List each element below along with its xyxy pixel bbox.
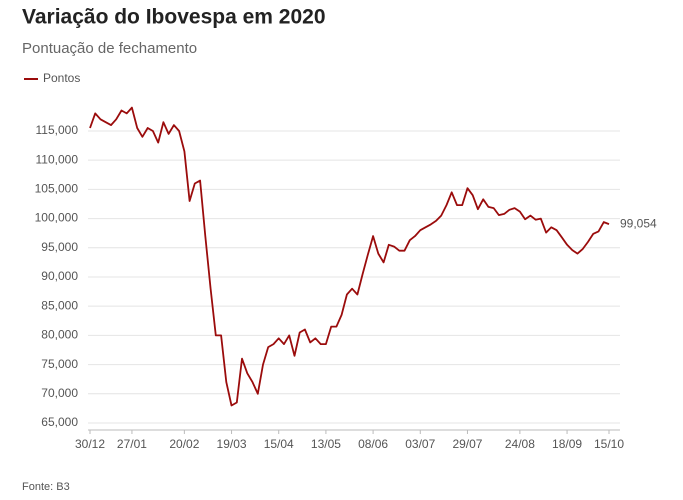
y-tick-label: 75,000 (41, 357, 78, 371)
y-tick-label: 90,000 (41, 269, 78, 283)
chart-subtitle: Pontuação de fechamento (22, 40, 197, 57)
y-tick-label: 95,000 (41, 240, 78, 254)
x-tick-label: 29/07 (452, 437, 482, 451)
y-tick-label: 105,000 (35, 182, 79, 196)
x-tick-label: 27/01 (117, 437, 147, 451)
legend-label: Pontos (43, 71, 80, 85)
x-tick-label: 15/10 (594, 437, 624, 451)
y-tick-label: 65,000 (41, 415, 78, 429)
y-tick-label: 70,000 (41, 386, 78, 400)
y-tick-label: 85,000 (41, 298, 78, 312)
x-tick-label: 18/09 (552, 437, 582, 451)
x-tick-label: 19/03 (217, 437, 247, 451)
value-label: 99,054 (620, 216, 657, 230)
x-tick-label: 20/02 (169, 437, 199, 451)
x-tick-label: 03/07 (405, 437, 435, 451)
x-tick-label: 24/08 (505, 437, 535, 451)
y-tick-label: 100,000 (35, 211, 79, 225)
line (89, 106, 610, 407)
y-tick-label: 110,000 (36, 152, 79, 166)
x-tick-label: 13/05 (311, 437, 341, 451)
x-tick-label: 15/04 (264, 437, 294, 451)
y-tick-label: 80,000 (41, 328, 78, 342)
x-tick-label: 30/12 (75, 437, 105, 451)
y-tick-label: 115,000 (36, 123, 79, 137)
source: Fonte: B3 (22, 481, 70, 493)
x-tick-label: 08/06 (358, 437, 388, 451)
chart-title: Variação do Ibovespa em 2020 (22, 6, 326, 29)
